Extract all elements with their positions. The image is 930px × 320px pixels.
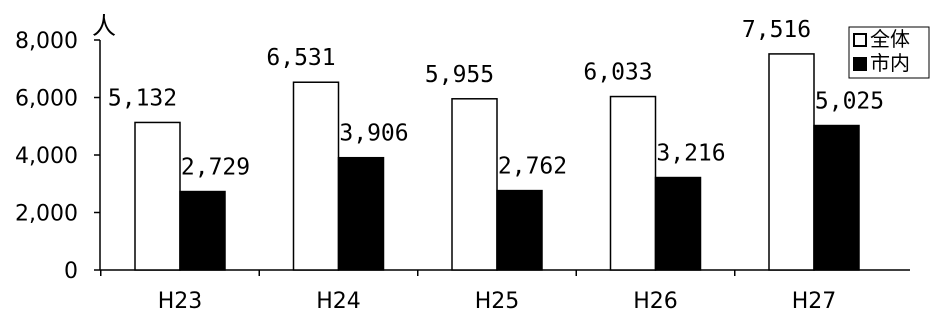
bar-total	[451, 98, 498, 271]
data-label: 5,132	[108, 85, 177, 111]
y-axis-unit-label: 人	[92, 12, 116, 40]
data-label: 3,216	[656, 141, 725, 167]
bar-city	[337, 156, 385, 271]
bar-total	[134, 121, 181, 271]
y-tick-group: 0 2,000 4,000 6,000 8,000	[15, 29, 100, 284]
data-label-group: 5,132 2,729 6,531 3,906 5,955 2,762 6,033 3,216…	[108, 17, 884, 181]
bar-city	[179, 190, 226, 271]
y-tick-label: 0	[64, 259, 78, 284]
bar-total	[609, 95, 657, 271]
legend-label: 市内	[870, 51, 910, 75]
x-tick-group: H23 H24 H25 H26 H27	[100, 270, 837, 314]
bar-city	[813, 124, 860, 271]
x-tick-label: H26	[633, 289, 678, 314]
legend-swatch	[853, 33, 867, 47]
bar-city	[496, 189, 543, 271]
y-tick-label: 6,000	[15, 87, 78, 112]
bar-total	[768, 53, 815, 271]
legend-swatch	[853, 57, 867, 71]
bar-group	[134, 53, 860, 271]
x-tick-label: H24	[316, 289, 361, 314]
bar-city	[654, 176, 702, 271]
data-label: 7,516	[742, 17, 811, 43]
x-tick-label: H25	[475, 289, 520, 314]
x-tick-label: H23	[158, 289, 203, 314]
data-label: 2,729	[181, 155, 250, 181]
x-tick-label: H27	[792, 289, 837, 314]
y-tick-label: 4,000	[15, 144, 78, 169]
data-label: 6,531	[266, 45, 335, 71]
data-label: 5,025	[815, 89, 884, 115]
bar-total	[292, 81, 340, 271]
data-label: 6,033	[583, 60, 652, 86]
data-label: 5,955	[425, 62, 494, 88]
y-tick-label: 2,000	[15, 202, 78, 227]
data-label: 3,906	[339, 121, 408, 147]
y-tick-label: 8,000	[15, 29, 78, 54]
legend-label: 全体	[870, 27, 910, 51]
data-label: 2,762	[498, 154, 567, 180]
